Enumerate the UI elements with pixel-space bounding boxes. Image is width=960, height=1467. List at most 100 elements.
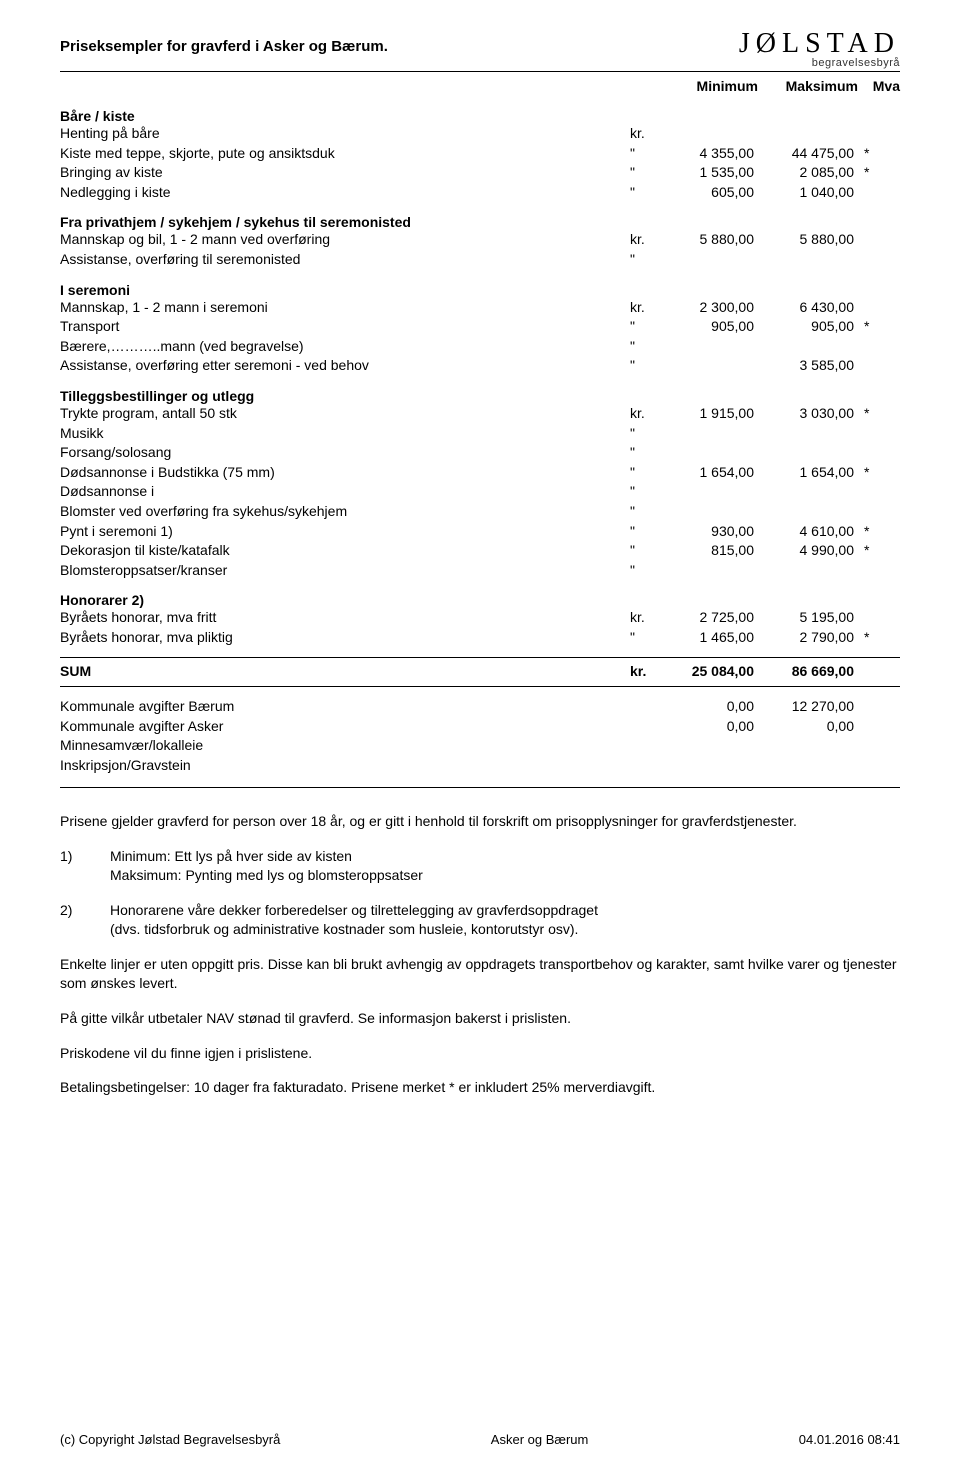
row-max: 1 040,00 — [764, 183, 854, 203]
row-label: Bringing av kiste — [60, 163, 630, 183]
row-label: Byråets honorar, mva pliktig — [60, 628, 630, 648]
notes-p3: Enkelte linjer er uten oppgitt pris. Dis… — [60, 955, 900, 993]
row-mva: * — [860, 522, 900, 542]
note-2: 2) Honorarene våre dekker forberedelser … — [60, 901, 900, 939]
row-label: Blomsteroppsatser/kranser — [60, 561, 630, 581]
page-header: Priseksempler for gravferd i Asker og Bæ… — [60, 30, 900, 72]
price-row: Dødsannonse i" — [60, 482, 900, 502]
row-max: 44 475,00 — [764, 144, 854, 164]
section-divider — [60, 787, 900, 788]
note-1-num: 1) — [60, 847, 110, 885]
row-label: Assistanse, overføring til seremonisted — [60, 250, 630, 270]
row-label: Minnesamvær/lokalleie — [60, 736, 630, 756]
row-min: 0,00 — [664, 717, 754, 737]
row-unit: kr. — [630, 404, 664, 424]
page-footer: (c) Copyright Jølstad Begravelsesbyrå As… — [60, 1432, 900, 1447]
row-mva: * — [860, 541, 900, 561]
row-max: 4 990,00 — [764, 541, 854, 561]
row-label: Forsang/solosang — [60, 443, 630, 463]
price-row: Mannskap, 1 - 2 mann i seremonikr.2 300,… — [60, 298, 900, 318]
price-row: Assistanse, overføring til seremonisted" — [60, 250, 900, 270]
row-unit: " — [630, 541, 664, 561]
row-min: 1 915,00 — [664, 404, 754, 424]
note-2-line1: Honorarene våre dekker forberedelser og … — [110, 901, 598, 920]
row-mva: * — [860, 463, 900, 483]
row-unit: " — [630, 144, 664, 164]
row-unit: " — [630, 463, 664, 483]
price-row: Minnesamvær/lokalleie — [60, 736, 900, 756]
row-label: Assistanse, overføring etter seremoni - … — [60, 356, 630, 376]
section-title: Honorarer 2) — [60, 592, 900, 608]
note-1-line1: Minimum: Ett lys på hver side av kisten — [110, 847, 423, 866]
price-row: Bærere,………..mann (ved begravelse)" — [60, 337, 900, 357]
price-sections: Båre / kisteHenting på bårekr.Kiste med … — [60, 108, 900, 647]
footer-center: Asker og Bærum — [491, 1432, 589, 1447]
price-row: Forsang/solosang" — [60, 443, 900, 463]
row-max: 6 430,00 — [764, 298, 854, 318]
row-mva: * — [860, 144, 900, 164]
row-max: 2 085,00 — [764, 163, 854, 183]
price-row: Henting på bårekr. — [60, 124, 900, 144]
row-mva: * — [860, 404, 900, 424]
row-mva: * — [860, 317, 900, 337]
row-unit: " — [630, 356, 664, 376]
row-min: 5 880,00 — [664, 230, 754, 250]
row-label: Kiste med teppe, skjorte, pute og ansikt… — [60, 144, 630, 164]
price-row: Assistanse, overføring etter seremoni - … — [60, 356, 900, 376]
price-row: Blomsteroppsatser/kranser" — [60, 561, 900, 581]
row-label: Musikk — [60, 424, 630, 444]
row-label: Mannskap og bil, 1 - 2 mann ved overføri… — [60, 230, 630, 250]
row-unit: kr. — [630, 298, 664, 318]
notes-intro: Prisene gjelder gravferd for person over… — [60, 812, 900, 831]
row-max: 905,00 — [764, 317, 854, 337]
row-unit: kr. — [630, 230, 664, 250]
row-unit: kr. — [630, 124, 664, 144]
row-max: 0,00 — [764, 717, 854, 737]
sum-label: SUM — [60, 662, 630, 682]
row-unit: " — [630, 183, 664, 203]
row-mva: * — [860, 628, 900, 648]
price-row: Dødsannonse i Budstikka (75 mm)"1 654,00… — [60, 463, 900, 483]
footer-right: 04.01.2016 08:41 — [799, 1432, 900, 1447]
row-unit: " — [630, 337, 664, 357]
col-max-header: Maksimum — [768, 78, 858, 94]
price-row: Nedlegging i kiste"605,001 040,00 — [60, 183, 900, 203]
section-title: Fra privathjem / sykehjem / sykehus til … — [60, 214, 900, 230]
row-label: Mannskap, 1 - 2 mann i seremoni — [60, 298, 630, 318]
price-row: Byråets honorar, mva frittkr.2 725,005 1… — [60, 608, 900, 628]
row-unit: " — [630, 163, 664, 183]
column-headers: Minimum Maksimum Mva — [60, 78, 900, 94]
row-unit: " — [630, 522, 664, 542]
price-row: Kiste med teppe, skjorte, pute og ansikt… — [60, 144, 900, 164]
col-mva-header: Mva — [864, 78, 900, 94]
notes-block: Prisene gjelder gravferd for person over… — [60, 812, 900, 1097]
note-1-line2: Maksimum: Pynting med lys og blomsteropp… — [110, 866, 423, 885]
sum-max: 86 669,00 — [764, 662, 854, 682]
row-label: Byråets honorar, mva fritt — [60, 608, 630, 628]
logo-subtext: begravelsesbyrå — [739, 58, 900, 69]
row-label: Transport — [60, 317, 630, 337]
after-sum-rows: Kommunale avgifter Bærum0,0012 270,00Kom… — [60, 697, 900, 775]
price-row: Kommunale avgifter Bærum0,0012 270,00 — [60, 697, 900, 717]
row-max: 5 195,00 — [764, 608, 854, 628]
row-max: 3 030,00 — [764, 404, 854, 424]
row-min: 1 654,00 — [664, 463, 754, 483]
notes-p5: Priskodene vil du finne igjen i prislist… — [60, 1044, 900, 1063]
page-title: Priseksempler for gravferd i Asker og Bæ… — [60, 30, 388, 55]
row-unit: " — [630, 482, 664, 502]
row-label: Nedlegging i kiste — [60, 183, 630, 203]
row-label: Dødsannonse i — [60, 482, 630, 502]
price-row: Kommunale avgifter Asker0,000,00 — [60, 717, 900, 737]
price-row: Musikk" — [60, 424, 900, 444]
price-row: Transport"905,00905,00* — [60, 317, 900, 337]
logo-text: JØLSTAD — [739, 30, 900, 58]
row-label: Dødsannonse i Budstikka (75 mm) — [60, 463, 630, 483]
row-min: 1 465,00 — [664, 628, 754, 648]
company-logo: JØLSTAD begravelsesbyrå — [739, 30, 900, 69]
row-max: 12 270,00 — [764, 697, 854, 717]
col-min-header: Minimum — [668, 78, 758, 94]
section-title: I seremoni — [60, 282, 900, 298]
row-label: Trykte program, antall 50 stk — [60, 404, 630, 424]
row-label: Henting på båre — [60, 124, 630, 144]
row-min: 2 300,00 — [664, 298, 754, 318]
